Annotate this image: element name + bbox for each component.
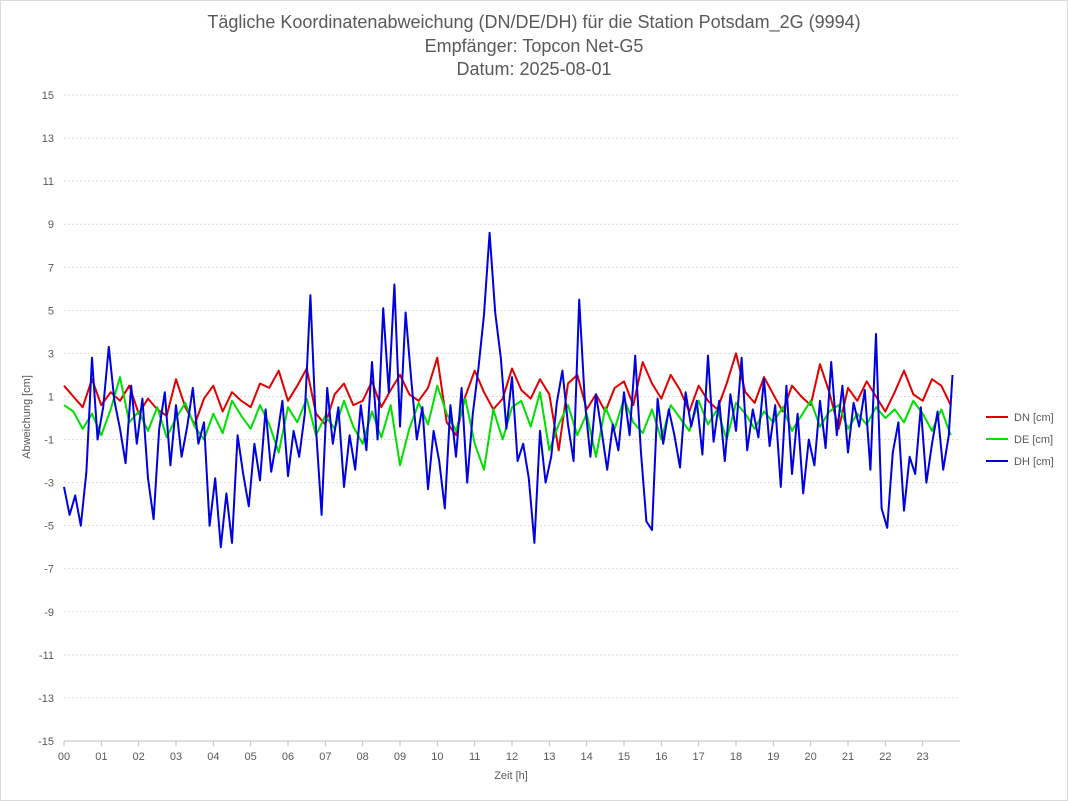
y-tick-label: -5 xyxy=(44,521,54,533)
x-tick-label: 02 xyxy=(133,751,145,763)
series-line-dn xyxy=(63,352,952,452)
x-tick-label: 21 xyxy=(842,751,854,763)
x-tick-label: 17 xyxy=(693,751,705,763)
y-tick-label: 13 xyxy=(42,133,54,145)
x-tick-label: 08 xyxy=(357,751,369,763)
x-tick-label: 04 xyxy=(207,751,219,763)
y-tick-label: -3 xyxy=(44,478,54,490)
x-tick-label: 15 xyxy=(618,751,630,763)
x-tick-label: 14 xyxy=(581,751,593,763)
y-tick-label: 11 xyxy=(43,176,54,188)
x-axis-label: Zeit [h] xyxy=(494,770,528,782)
y-tick-label: 1 xyxy=(48,391,54,403)
y-tick-label: -1 xyxy=(44,435,54,447)
legend-entry: DE [cm] xyxy=(1014,434,1053,446)
x-tick-label: 13 xyxy=(543,751,555,763)
x-tick-label: 19 xyxy=(767,751,779,763)
legend-entry: DN [cm] xyxy=(1014,412,1054,424)
y-tick-label: -9 xyxy=(44,607,54,619)
x-tick-label: 16 xyxy=(655,751,667,763)
chart-title-line-3: Datum: 2025-08-01 xyxy=(456,59,612,79)
y-tick-label: -7 xyxy=(44,564,54,576)
x-tick-label: 09 xyxy=(394,751,406,763)
legend: DN [cm] DE [cm] DH [cm] xyxy=(986,412,1054,468)
y-tick-label: 3 xyxy=(48,348,54,360)
x-tick-label: 10 xyxy=(431,751,443,763)
chart-title-line-2: Empfänger: Topcon Net-G5 xyxy=(424,36,644,56)
x-tick-label: 05 xyxy=(245,751,257,763)
x-tick-label: 01 xyxy=(95,751,107,763)
y-tick-label: -15 xyxy=(38,736,54,748)
legend-entry: DH [cm] xyxy=(1014,456,1054,468)
x-tick-label: 00 xyxy=(58,751,70,763)
y-tick-label: 5 xyxy=(48,305,54,317)
y-tick-label: 7 xyxy=(48,262,54,274)
grid-lines xyxy=(63,94,960,746)
chart-title-line-1: Tägliche Koordinatenabweichung (DN/DE/DH… xyxy=(207,12,861,32)
x-tick-label: 03 xyxy=(170,751,182,763)
x-tick-label: 12 xyxy=(506,751,518,763)
series-line-dh xyxy=(63,231,954,549)
axis-ticks: 15 13 11 9 7 5 3 1 -1 -3 -5 -7 -9 -11 -13 -15 00 01 02 03 04… xyxy=(38,90,929,763)
x-tick-label: 07 xyxy=(319,751,331,763)
x-tick-label: 23 xyxy=(917,751,929,763)
y-tick-label: -11 xyxy=(39,650,54,662)
x-tick-label: 18 xyxy=(730,751,742,763)
x-tick-label: 11 xyxy=(469,751,480,763)
y-tick-label: -13 xyxy=(38,693,54,705)
x-tick-label: 06 xyxy=(282,751,294,763)
x-tick-label: 20 xyxy=(805,751,817,763)
series-lines xyxy=(63,231,954,549)
x-tick-label: 22 xyxy=(879,751,891,763)
y-tick-label: 9 xyxy=(48,219,54,231)
y-tick-label: 15 xyxy=(42,90,54,102)
y-axis-label: Abweichung [cm] xyxy=(21,375,33,459)
